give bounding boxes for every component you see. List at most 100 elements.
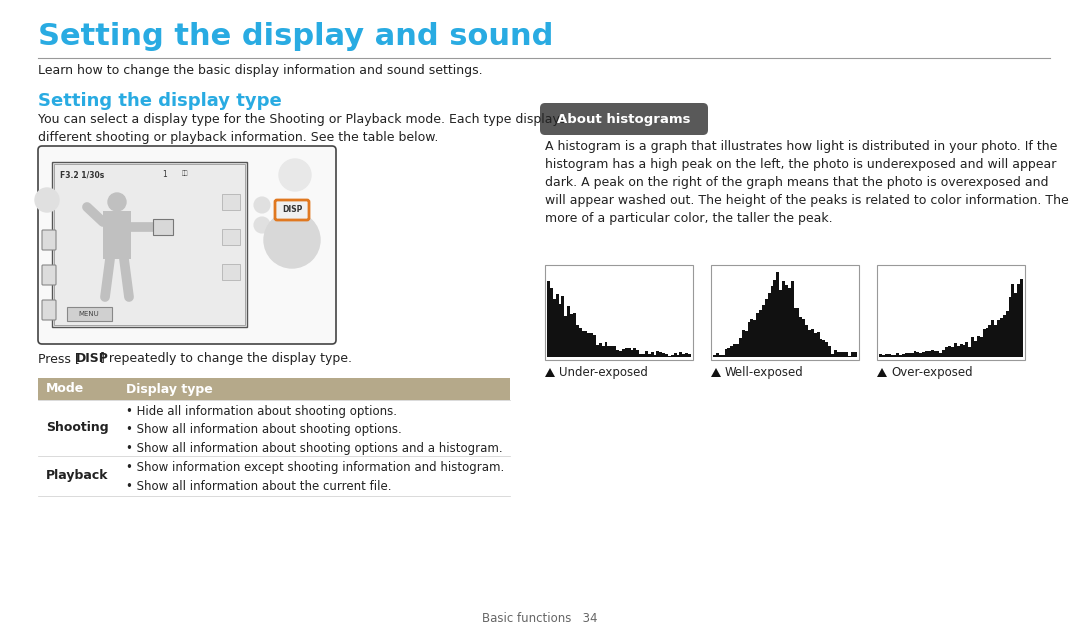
Bar [1017,284,1021,357]
Bar [756,313,759,357]
FancyBboxPatch shape [275,200,309,220]
Bar [995,324,997,357]
Bar [768,293,771,357]
Text: Basic functions   34: Basic functions 34 [483,612,597,624]
Bar [823,340,825,357]
Bar [902,353,905,357]
Text: • Hide all information about shooting options.
• Show all information about shoo: • Hide all information about shooting op… [126,405,502,455]
Bar [969,347,971,357]
Bar [879,353,882,357]
Text: DISP: DISP [76,352,109,365]
Bar [785,285,788,357]
Bar [683,354,685,357]
Text: 1: 1 [162,170,166,179]
Bar [657,350,659,357]
Text: Shooting: Shooting [46,421,109,435]
Bar [222,229,240,245]
Bar [771,286,773,357]
Bar [851,352,854,357]
Bar [797,308,799,357]
Bar [919,353,922,357]
Bar [885,354,888,357]
Bar [567,306,570,357]
Bar [820,338,823,357]
Text: F3.2 1/30s: F3.2 1/30s [60,170,105,179]
Text: A histogram is a graph that illustrates how light is distributed in your photo. : A histogram is a graph that illustrates … [545,140,1069,225]
Bar [1012,285,1014,357]
Bar [837,352,840,357]
Bar [564,316,567,357]
Bar [840,352,842,357]
Bar [974,341,977,357]
Bar [627,348,631,357]
Bar [891,355,893,357]
Text: Well-exposed: Well-exposed [725,366,804,379]
Bar [814,333,816,357]
Bar [153,219,173,235]
Bar [688,354,691,357]
Bar [713,355,716,357]
Text: Setting the display type: Setting the display type [38,92,282,110]
Bar [971,337,974,357]
Bar [808,330,811,357]
Bar [846,352,849,357]
Circle shape [35,188,59,212]
Bar [610,346,613,357]
Bar [802,319,806,357]
Bar [584,331,588,357]
Bar [759,310,762,357]
Text: ⬛⬛: ⬛⬛ [183,170,189,176]
Text: Setting the display and sound: Setting the display and sound [38,22,553,51]
Bar [905,353,908,357]
Bar [598,343,602,357]
Bar [545,265,693,360]
Polygon shape [545,368,555,377]
Bar [619,350,622,357]
Bar [593,335,596,357]
Bar [222,194,240,210]
Bar [773,280,777,357]
Bar [928,351,931,357]
Bar [980,337,983,357]
Bar [977,336,980,357]
Bar [854,352,858,357]
Bar [642,354,645,357]
Bar [222,264,240,280]
Bar [957,346,960,357]
Bar [645,351,648,357]
Text: ] repeatedly to change the display type.: ] repeatedly to change the display type. [100,352,352,365]
Bar [711,265,859,360]
Bar [842,352,846,357]
Bar [671,355,674,357]
Bar [570,314,572,357]
Bar [579,328,581,357]
Bar [546,282,550,357]
Bar [553,299,555,357]
Bar [966,342,969,357]
Bar [806,324,808,357]
Bar [725,349,728,357]
Bar [676,355,679,357]
Circle shape [254,197,270,213]
Bar [849,356,851,357]
Text: MENU: MENU [79,311,99,317]
Bar [893,355,896,357]
Bar [877,265,1025,360]
FancyBboxPatch shape [42,300,56,320]
Bar [659,352,662,357]
Bar [633,348,636,357]
Bar [945,348,948,357]
Bar [590,333,593,357]
FancyBboxPatch shape [38,146,336,344]
Bar [667,356,671,357]
Bar [733,343,737,357]
Bar [665,354,667,357]
Bar [888,354,891,357]
Bar [742,330,745,357]
Bar [685,353,688,357]
Text: Under-exposed: Under-exposed [559,366,648,379]
Bar [613,346,616,357]
Bar [1014,293,1017,357]
Bar [788,288,791,357]
Bar [777,272,780,357]
